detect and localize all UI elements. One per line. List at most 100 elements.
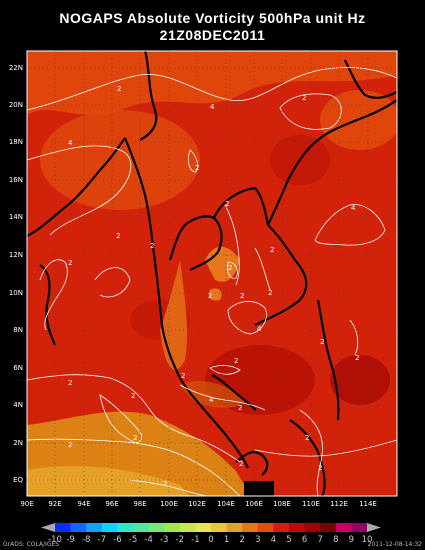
colorbar-tick-label: -7	[97, 535, 107, 545]
contour-label: 2	[302, 94, 306, 102]
lat-label: EQ	[13, 476, 23, 484]
colorbar-swatch	[164, 523, 181, 532]
map-frame	[26, 50, 398, 497]
lat-label: 16N	[8, 176, 23, 184]
lon-label: 96E	[105, 500, 119, 508]
colorbar-tick-label: 1	[223, 535, 230, 545]
lon-label: 98E	[133, 500, 147, 508]
colorbar-tick-label: -8	[81, 535, 91, 545]
colorbar-swatch	[55, 523, 71, 532]
colorbar-swatch	[289, 523, 305, 532]
lon-label: 112E	[330, 500, 348, 508]
colorbar-tick-label: -6	[113, 535, 122, 545]
contour-label: 2	[116, 232, 120, 240]
contour-label: 2	[268, 289, 272, 297]
contour-label: 2	[68, 441, 72, 449]
contour-label: 2	[68, 259, 72, 267]
lat-label: 18N	[8, 138, 23, 146]
colorbar-arrow-left	[41, 523, 55, 532]
colorbar-swatch	[133, 523, 149, 532]
colorbar-tick-label: 2	[239, 535, 245, 545]
contour-label: 2	[181, 372, 185, 380]
colorbar-tick-label: 8	[333, 535, 339, 545]
lat-label: 20N	[8, 101, 23, 109]
contour-label: 2	[320, 338, 324, 346]
contour-label: 2	[68, 379, 72, 387]
contour-lines	[27, 67, 397, 496]
colorbar-tick-label: -10	[48, 535, 62, 545]
colorbar-tick-label: 3	[255, 535, 261, 545]
lon-label: 104E	[217, 500, 235, 508]
lon-label: 110E	[302, 500, 320, 508]
colorbar-swatch	[273, 523, 290, 532]
colorbar-tick-label: 9	[348, 535, 355, 545]
contour-label: 4	[209, 396, 214, 404]
colorbar-tick-label: 4	[270, 535, 277, 545]
colorbar-tick-label: -9	[66, 535, 75, 545]
colorbar-swatch	[195, 523, 212, 532]
contour-label: 2	[238, 404, 242, 412]
lat-label: 22N	[8, 64, 23, 72]
lon-label: 108E	[273, 500, 291, 508]
colorbar-tick-label: 0	[208, 535, 214, 545]
colorbar-tick-label: -3	[159, 535, 169, 545]
colorbar-tick-label: 7	[317, 535, 323, 545]
colorbar-tick-label: 6	[301, 535, 308, 545]
colorbar-swatch	[257, 523, 274, 532]
lat-label: 4N	[13, 401, 23, 409]
colorbar-swatch	[86, 523, 103, 532]
colorbar-tick-label: -1	[191, 535, 200, 545]
lon-label: 92E	[48, 500, 62, 508]
map-datetime: 21Z08DEC2011	[159, 27, 266, 43]
graticule	[27, 51, 397, 496]
contour-label: 2	[195, 164, 199, 172]
lat-label: 2N	[13, 439, 23, 447]
lat-label: 14N	[8, 213, 23, 221]
colorbar-swatch	[101, 523, 118, 532]
contour-label: 4	[351, 204, 356, 212]
lon-label: 114E	[359, 500, 377, 508]
contour-label: 2	[208, 292, 212, 300]
lat-label: 10N	[8, 289, 23, 297]
colorbar-swatch	[226, 523, 243, 532]
contour-label: 2	[318, 464, 322, 472]
contour-label: 2	[355, 354, 359, 362]
contour-label: 4	[257, 325, 262, 333]
colorbar-swatch	[148, 523, 165, 532]
contour-label: 2	[239, 460, 243, 468]
lat-label: 6N	[13, 364, 23, 372]
contour-label: 2	[131, 392, 135, 400]
colorbar-tick-label: -4	[144, 535, 153, 545]
colorbar-swatch	[351, 523, 368, 532]
colorbar-swatch	[304, 523, 321, 532]
coastlines	[27, 51, 397, 496]
contour-label: 2	[133, 434, 137, 442]
colorbar-tick-label: 10	[361, 535, 373, 545]
colorbar-tick-label: -5	[128, 535, 138, 545]
contour-label: 2	[270, 246, 274, 254]
lon-label: 100E	[160, 500, 178, 508]
contour-label: 4	[210, 103, 215, 111]
contour-label: 2	[234, 357, 238, 365]
lat-label: 8N	[13, 326, 23, 334]
contour-label-group: 2 4 2 2 4 2 2 4 2 2 2 2 2 2 4 2 4 2 2 2 …	[68, 85, 359, 488]
shading-layer	[27, 51, 397, 496]
lon-label: 90E	[20, 500, 34, 508]
colorbar	[41, 523, 381, 532]
contour-label: 2	[163, 480, 167, 488]
colorbar-swatch	[335, 523, 352, 532]
colorbar-swatch	[117, 523, 134, 532]
contour-label: 2	[150, 242, 154, 250]
lon-label: 94E	[77, 500, 91, 508]
colorbar-swatch	[320, 523, 337, 532]
colorbar-arrow-right	[367, 523, 381, 532]
colorbar-tick-label: 5	[286, 535, 292, 545]
lon-label: 102E	[188, 500, 206, 508]
map-title: NOGAPS Absolute Vorticity 500hPa unit Hz	[59, 10, 366, 26]
colorbar-swatch	[211, 523, 227, 532]
colorbar-swatch	[179, 523, 196, 532]
contour-label: 2	[117, 85, 121, 93]
lon-label: 106E	[245, 500, 263, 508]
colorbar-swatch	[70, 523, 87, 532]
